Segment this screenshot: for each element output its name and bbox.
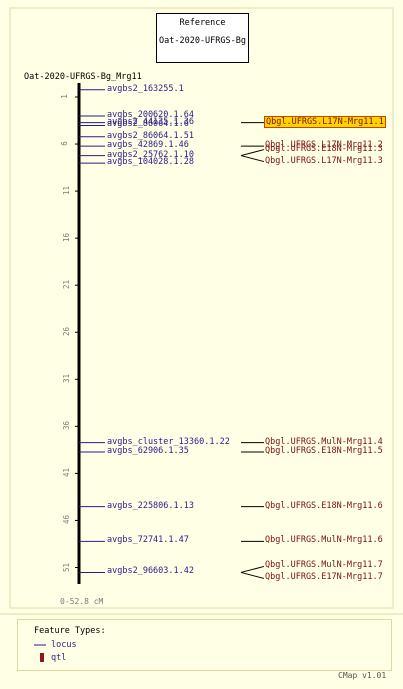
reference-map-name[interactable]: Oat-2020-UFRGS-Bg	[159, 36, 246, 46]
legend-icons	[34, 644, 46, 662]
qtl-label[interactable]: Qbgl.UFRGS.E17N-Mrg11.7	[265, 572, 383, 583]
cmap-version: CMap v1.01	[338, 671, 387, 680]
locus-label[interactable]: avgbs_72741.1.47	[107, 535, 189, 546]
tick-label: 1	[59, 94, 69, 99]
legend-item-qtl: qtl	[51, 653, 67, 663]
qtl-connector	[240, 571, 265, 579]
tick-label: 6	[59, 141, 69, 146]
tick-label: 31	[62, 374, 72, 384]
locus-label[interactable]: avgbs2_96603.1.42	[107, 566, 194, 577]
qtl-label[interactable]: Qbgl.UFRGS.L17N-Mrg11.3	[265, 155, 383, 166]
qtl-connector	[240, 149, 265, 157]
tick-label: 11	[62, 186, 72, 196]
bar-icon	[40, 653, 44, 662]
legend-box	[17, 619, 392, 671]
qtl-label[interactable]: Qbgl.UFRGS.E18N-Mrg11.6	[265, 500, 383, 511]
locus-label[interactable]: avgbs_62906.1.35	[107, 445, 189, 456]
tick-label: 36	[62, 421, 72, 431]
locus-label[interactable]: avgbs_200620.1.64	[107, 110, 194, 121]
locus-label[interactable]: avgbs2_86064.1.51	[107, 130, 194, 141]
locus-label[interactable]: avgbs2_86064.1.6	[107, 119, 189, 130]
qtl-label[interactable]: Qbgl.UFRGS.E18N-Mrg11.3	[265, 143, 383, 154]
reference-box[interactable]: Reference Oat-2020-UFRGS-Bg	[156, 13, 249, 63]
locus-label[interactable]: avgbs_42869.1.46	[107, 140, 189, 151]
locus-label[interactable]: avgbs2_44135.1.36	[107, 116, 194, 127]
tick-label: 16	[62, 233, 72, 243]
scale-label: 0-52.8 cM	[60, 597, 104, 606]
locus-label[interactable]: avgbs_cluster_13360.1.22	[107, 436, 230, 447]
tick-label: 26	[62, 327, 72, 337]
locus-label[interactable]: avgbs2_25762.1.10	[107, 149, 194, 160]
qtl-label[interactable]: Qbgl.UFRGS.L17N-Mrg11.2	[265, 140, 383, 151]
locus-label[interactable]: avgbs2_163255.1	[107, 83, 184, 94]
tick-label: 21	[62, 280, 72, 290]
qtl-label[interactable]: Qbgl.UFRGS.E18N-Mrg11.5	[265, 445, 383, 456]
qtl-connector	[240, 565, 265, 573]
tick-label: 46	[62, 515, 72, 525]
tick-label: 41	[62, 468, 72, 478]
reference-heading: Reference	[179, 18, 226, 28]
legend-title: Feature Types:	[34, 626, 106, 636]
legend-item-locus: locus	[51, 640, 77, 650]
qtl-label-highlighted[interactable]: Qbgl.UFRGS.L17N-Mrg11.1	[264, 115, 386, 128]
map-title[interactable]: Oat-2020-UFRGS-Bg_Mrg11	[24, 72, 142, 82]
locus-label[interactable]: avgbs_104028.1.28	[107, 157, 194, 168]
tick-label: 51	[62, 562, 72, 572]
qtl-label[interactable]: Qbgl.UFRGS.MulN-Mrg11.4	[265, 436, 383, 447]
qtl-label[interactable]: Qbgl.UFRGS.MulN-Mrg11.6	[265, 535, 383, 546]
qtl-connector	[240, 155, 265, 163]
locus-label[interactable]: avgbs_225806.1.13	[107, 500, 194, 511]
qtl-label[interactable]: Qbgl.UFRGS.MulN-Mrg11.7	[265, 560, 383, 571]
